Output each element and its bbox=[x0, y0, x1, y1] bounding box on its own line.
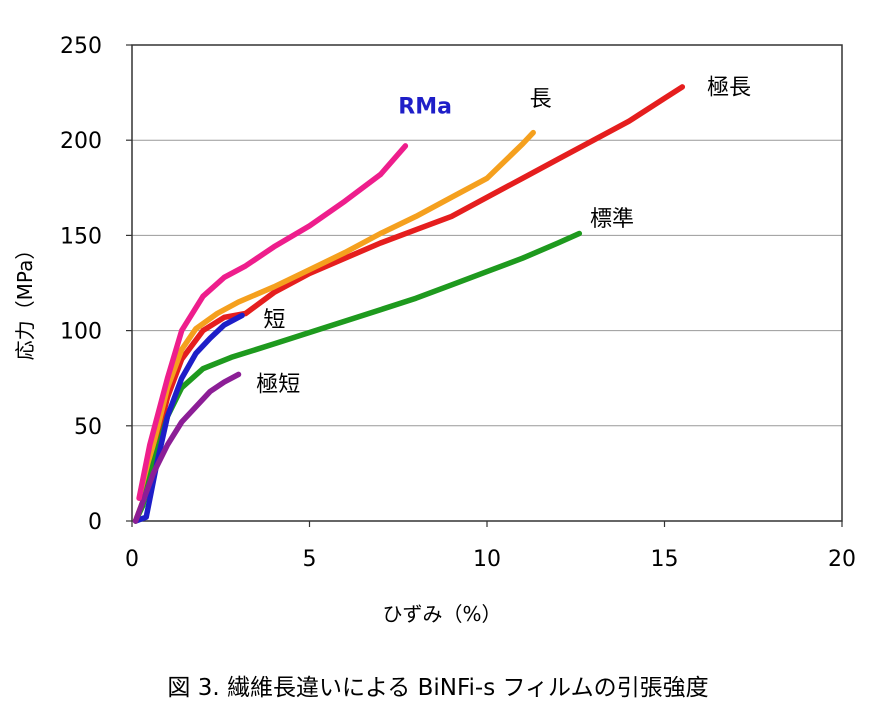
y-tick-label: 200 bbox=[60, 129, 102, 154]
x-tick-label: 15 bbox=[651, 547, 679, 572]
y-tick-label: 50 bbox=[74, 415, 102, 440]
y-axis-title: 応力（MPa） bbox=[13, 240, 37, 361]
series-line-RMa bbox=[136, 143, 409, 501]
series-line-極長 bbox=[132, 84, 686, 524]
series-line-極短 bbox=[132, 371, 242, 524]
x-tick-label: 5 bbox=[303, 547, 317, 572]
series-line-長 bbox=[132, 129, 536, 524]
series-line-標準 bbox=[132, 230, 583, 524]
x-tick-label: 20 bbox=[828, 547, 856, 572]
plot-frame bbox=[131, 44, 843, 522]
series-label-標準: 標準 bbox=[590, 207, 634, 232]
series-label-極長: 極長 bbox=[707, 76, 751, 101]
series-label-RMa: RMa bbox=[398, 95, 452, 120]
y-tick-label: 150 bbox=[60, 224, 102, 249]
x-tick-label: 0 bbox=[125, 547, 139, 572]
y-tick-label: 100 bbox=[60, 320, 102, 345]
series-label-短: 短 bbox=[263, 308, 285, 333]
y-tick-label: 0 bbox=[88, 510, 102, 535]
figure-caption: 図 3. 繊維長違いによる BiNFi-s フィルムの引張強度 bbox=[167, 675, 709, 701]
y-tick-label: 250 bbox=[60, 34, 102, 59]
y-axis: 0 50 100 150 200 250 bbox=[60, 34, 132, 535]
series-lines bbox=[132, 84, 686, 524]
series-line-短 bbox=[132, 312, 245, 524]
series-label-長: 長 bbox=[530, 87, 552, 112]
gridlines bbox=[132, 139, 842, 427]
x-axis-title: ひずみ（%） bbox=[382, 602, 501, 626]
x-tick-label: 10 bbox=[473, 547, 501, 572]
x-axis: 0 5 10 15 20 bbox=[125, 521, 856, 572]
series-label-極短: 極短 bbox=[256, 373, 300, 398]
